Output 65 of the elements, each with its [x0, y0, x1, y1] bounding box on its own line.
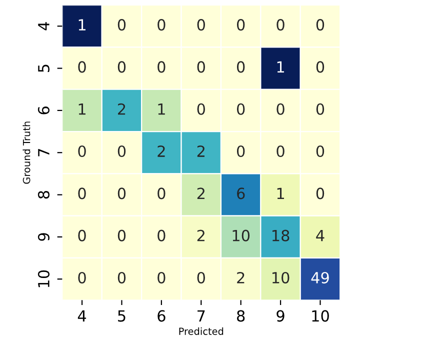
- data-label: 0: [78, 61, 86, 73]
- x-tick-label: 8: [237, 310, 245, 322]
- data-label: 0: [316, 103, 324, 115]
- data-label: 0: [197, 272, 205, 284]
- data-label: 0: [316, 61, 324, 73]
- data-label: 6: [237, 188, 245, 200]
- data-label: 2: [197, 188, 204, 199]
- data-label: 1: [277, 61, 284, 73]
- data-label: 0: [78, 145, 86, 158]
- data-label: 0: [118, 145, 126, 158]
- data-label: 0: [78, 188, 86, 200]
- data-label: 0: [316, 145, 324, 158]
- data-label: 1: [78, 104, 86, 115]
- y-tick-label: 9: [38, 233, 50, 241]
- y-tick-label: 4: [38, 22, 50, 30]
- x-tick-label: 7: [198, 310, 205, 322]
- data-label: 0: [316, 19, 324, 31]
- data-label: 0: [118, 272, 126, 284]
- y-axis-title: Ground Truth: [22, 122, 30, 184]
- data-label: 0: [118, 61, 126, 73]
- x-tick-label: 5: [118, 310, 126, 322]
- data-label: 0: [158, 272, 166, 284]
- data-label: 4: [316, 230, 324, 242]
- data-label: 1: [277, 188, 284, 199]
- data-label: 0: [276, 145, 284, 158]
- data-label: 49: [311, 272, 329, 284]
- data-label: 10: [272, 272, 290, 284]
- data-label: 1: [78, 19, 86, 30]
- data-label: 0: [158, 19, 166, 31]
- data-label: 0: [158, 188, 166, 200]
- data-label: 0: [236, 61, 245, 73]
- data-label: 0: [197, 19, 205, 31]
- y-tick-label: 6: [38, 106, 50, 114]
- data-label: 0: [118, 19, 126, 31]
- data-label: 0: [78, 230, 86, 242]
- y-tick-label: 8: [38, 190, 50, 199]
- data-label: 1: [158, 104, 165, 115]
- y-tick-label: 10: [38, 270, 50, 288]
- data-label: 0: [78, 272, 86, 284]
- data-label: 18: [272, 230, 290, 242]
- data-label: 2: [118, 103, 126, 115]
- data-label: 2: [158, 145, 165, 157]
- data-label: 0: [118, 188, 126, 200]
- data-label: 0: [158, 230, 166, 242]
- x-tick-label: 6: [158, 310, 166, 322]
- y-tick-label: 5: [38, 64, 50, 72]
- x-axis-title: Predicted: [179, 327, 224, 335]
- data-label: 10: [232, 230, 250, 242]
- data-label: 0: [236, 103, 245, 115]
- data-label: 2: [197, 145, 204, 157]
- data-label: 0: [118, 230, 126, 242]
- data-label: 0: [197, 103, 205, 115]
- data-label: 2: [237, 272, 244, 284]
- y-tick-label: 7: [38, 149, 50, 156]
- data-label: 0: [316, 188, 324, 200]
- x-tick-label: 4: [78, 310, 86, 322]
- data-label: 0: [236, 19, 245, 31]
- x-tick-label: 10: [312, 310, 329, 322]
- x-tick-label: 9: [276, 310, 284, 322]
- data-label: 0: [197, 61, 205, 73]
- data-label: 0: [158, 61, 166, 73]
- data-label: 0: [276, 19, 284, 31]
- data-label: 2: [197, 230, 204, 242]
- data-label: 0: [236, 145, 245, 158]
- data-label: 0: [276, 103, 284, 115]
